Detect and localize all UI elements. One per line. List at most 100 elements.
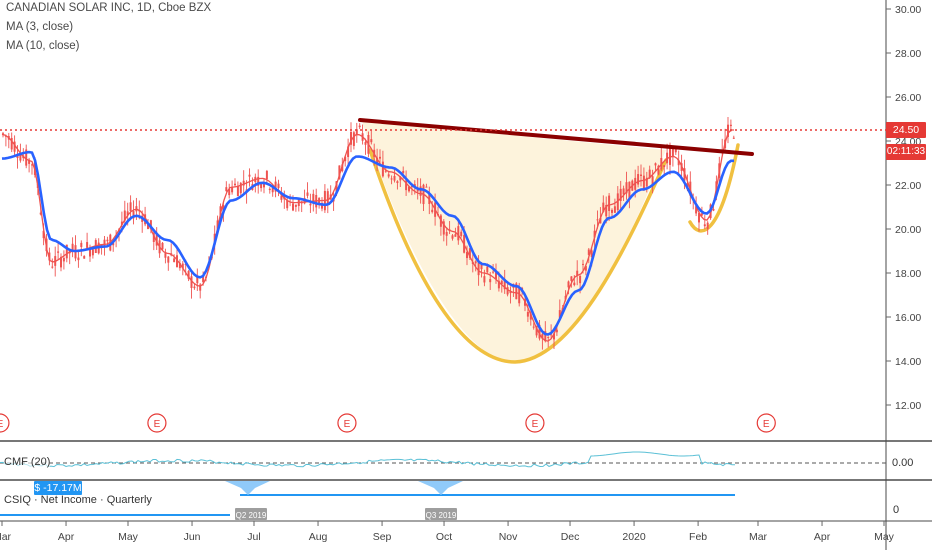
candle-body [663, 165, 666, 168]
candle-body [622, 188, 625, 195]
candle-body [123, 210, 126, 221]
cmf-label[interactable]: CMF (20) [4, 456, 51, 468]
candle-body [31, 164, 33, 166]
time-tick-label: Mar [0, 531, 12, 543]
candle-body [257, 176, 260, 186]
candle-body [335, 181, 338, 195]
net-income-label[interactable]: CSIQ · Net Income · Quarterly [4, 494, 152, 506]
candle-body [619, 188, 622, 201]
candle-body [509, 291, 512, 294]
candle-body [202, 275, 205, 283]
price-tick-label: 20.00 [895, 224, 921, 236]
earnings-event-marker [337, 413, 357, 433]
candle-body [379, 156, 381, 159]
candle-body [579, 275, 582, 284]
candle-body [695, 206, 698, 214]
candle-body [274, 181, 277, 192]
candle-body [103, 239, 106, 246]
candle-body [178, 263, 181, 269]
candle-body [271, 187, 274, 193]
candle-body [454, 234, 457, 237]
candle-body [442, 221, 445, 235]
candle-body [500, 280, 503, 285]
earnings-event-label: E [532, 419, 539, 430]
candle-body [86, 242, 89, 248]
candle-body [640, 174, 642, 176]
candle-body [410, 186, 413, 188]
earnings-event-marker [147, 413, 167, 433]
candle-body [590, 250, 593, 257]
candle-body [605, 204, 608, 217]
candle-body [599, 217, 602, 224]
ma-fast-legend[interactable]: MA (3, close) [6, 21, 74, 33]
candle-body [445, 232, 448, 236]
candle-body [732, 137, 735, 139]
candle-body [106, 239, 109, 242]
candle-body [260, 183, 263, 189]
earnings-event-marker [756, 413, 776, 433]
candle-body [547, 336, 550, 338]
price-tick-label: 16.00 [895, 312, 921, 324]
candle-body [602, 202, 605, 212]
candle-body [167, 256, 170, 263]
candle-body [381, 161, 384, 177]
candle-body [460, 231, 463, 237]
candle-body [277, 183, 280, 189]
time-tick-label: Apr [814, 531, 831, 543]
candle-body [181, 263, 184, 269]
candle-body [573, 282, 576, 286]
last-price-tag: 24.50 [886, 122, 926, 138]
candle-body [16, 155, 19, 158]
candle-body [164, 253, 167, 258]
candle-body [120, 221, 123, 225]
candle-body [19, 154, 22, 161]
time-tick-label: Jul [247, 531, 260, 543]
candle-body [544, 331, 547, 342]
candle-body [376, 157, 379, 163]
candle-body [480, 264, 483, 270]
candle-body [57, 251, 60, 253]
cmf-value: 0.00 [892, 457, 914, 469]
ma-slow-legend[interactable]: MA (10, close) [6, 40, 80, 52]
candle-body [451, 235, 454, 239]
candle-body [648, 169, 651, 179]
quarter-flag-label: Q2 2019 [236, 511, 267, 520]
candle-body [228, 189, 231, 196]
candle-body [176, 255, 178, 268]
candle-body [89, 247, 91, 257]
candle-body [628, 181, 631, 198]
candle-body [196, 277, 199, 284]
flag-marker [418, 481, 463, 495]
candle-body [727, 124, 729, 137]
candle-body [126, 211, 129, 216]
price-tick-label: 12.00 [895, 400, 921, 412]
candle-body [147, 222, 149, 229]
candle-body [489, 279, 492, 283]
resistance-line [358, 118, 754, 156]
candle-body [344, 156, 347, 162]
candle-body [25, 149, 28, 166]
candle-body [503, 278, 506, 290]
candle-body [671, 146, 674, 158]
candle-body [187, 271, 190, 279]
candle-body [80, 242, 83, 248]
candle-body [132, 211, 135, 219]
candle-body [347, 146, 350, 158]
candle-body [457, 226, 460, 241]
quarter-flag-box [425, 508, 457, 520]
candle-body [698, 213, 700, 223]
candle-body [77, 257, 80, 261]
candle-body [65, 244, 68, 259]
candle-body [71, 243, 74, 253]
candle-body [193, 286, 196, 289]
candle-body [666, 152, 669, 164]
time-tick-label: 2020 [622, 531, 646, 543]
time-tick-label: May [874, 531, 895, 543]
candle-body [399, 176, 402, 181]
candle-body [408, 186, 410, 192]
candle-body [405, 180, 408, 191]
candle-body [338, 165, 341, 180]
candle-body [677, 160, 680, 166]
candle-body [326, 191, 329, 206]
